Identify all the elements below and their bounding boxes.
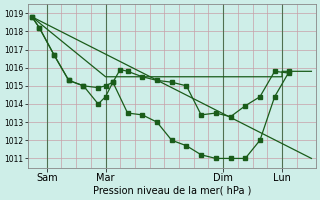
- X-axis label: Pression niveau de la mer( hPa ): Pression niveau de la mer( hPa ): [92, 186, 251, 196]
